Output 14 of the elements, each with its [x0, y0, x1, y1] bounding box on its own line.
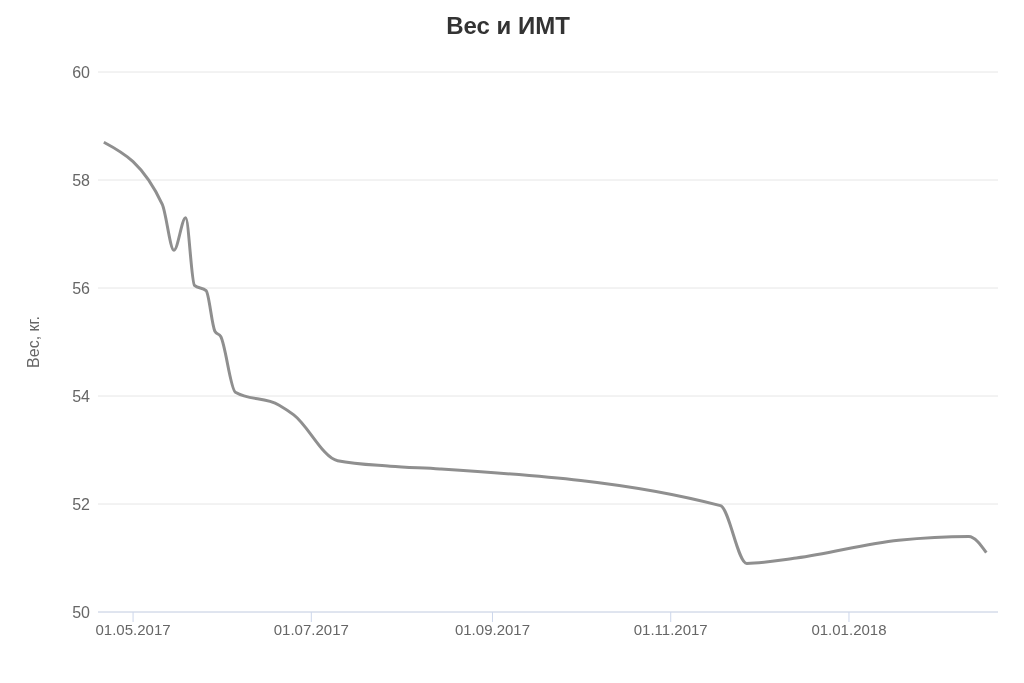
y-tick-label: 60: [72, 63, 91, 81]
x-tick-label: 01.01.2018: [811, 620, 887, 638]
y-tick-label: 56: [72, 279, 91, 297]
x-tick-label: 01.07.2017: [273, 620, 349, 638]
y-tick-label: 50: [72, 603, 91, 621]
y-tick-label: 52: [72, 495, 91, 513]
y-tick-label: 58: [72, 171, 91, 189]
x-tick-label: 01.05.2017: [95, 620, 171, 638]
x-tick-label: 01.11.2017: [633, 620, 708, 638]
line-series: [102, 140, 988, 565]
chart-title: Вес и ИМТ: [445, 12, 571, 41]
x-tick-label: 01.09.2017: [454, 620, 531, 638]
y-tick-label: 54: [72, 387, 91, 405]
y-axis-title: Вес, кг.: [24, 316, 42, 368]
